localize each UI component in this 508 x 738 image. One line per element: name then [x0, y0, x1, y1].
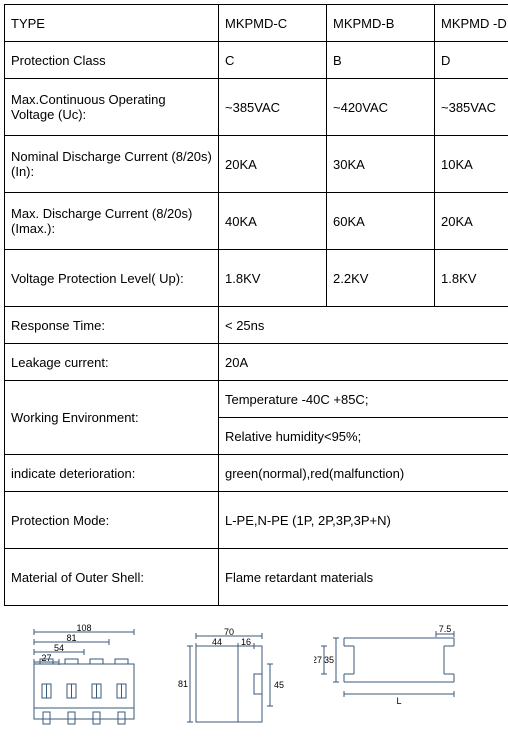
svg-text:81: 81 [178, 679, 188, 689]
svg-text:L: L [396, 696, 401, 706]
table-row: Max.Continuous Operating Voltage (Uc):~3… [5, 79, 508, 136]
table-header-row: TYPEMKPMD-CMKPMD-BMKPMD -D [5, 5, 508, 42]
table-row: Protection ClassCBD [5, 42, 508, 79]
table-row: Working Environment:Temperature -40C +85… [5, 381, 508, 418]
table-row: Max. Discharge Current (8/20s) (Imax.):4… [5, 193, 508, 250]
svg-text:35: 35 [324, 655, 334, 665]
svg-text:54: 54 [54, 643, 64, 653]
dimension-diagrams: 108815427 7044168145 7.53527L [4, 624, 504, 734]
table-row: Protection Mode:L-PE,N-PE (1P, 2P,3P,3P+… [5, 492, 508, 549]
table-row: Voltage Protection Level( Up):1.8KV2.2KV… [5, 250, 508, 307]
table-row: Nominal Discharge Current (8/20s) (In):2… [5, 136, 508, 193]
side-view-diagram: 7044168145 [174, 624, 284, 734]
table-row: Response Time:< 25ns [5, 307, 508, 344]
svg-text:108: 108 [76, 624, 91, 633]
table-row: Leakage current:20A [5, 344, 508, 381]
svg-text:27: 27 [314, 655, 322, 665]
svg-text:70: 70 [224, 627, 234, 637]
svg-text:7.5: 7.5 [439, 624, 452, 634]
svg-text:45: 45 [274, 680, 284, 690]
table-row: Material of Outer Shell:Flame retardant … [5, 549, 508, 606]
profile-view-diagram: 7.5 3527 L [314, 624, 464, 714]
front-view-diagram: 108815427 [24, 624, 144, 734]
table-row: indicate deterioration:green(normal),red… [5, 455, 508, 492]
svg-text:27: 27 [41, 653, 51, 663]
spec-table: TYPEMKPMD-CMKPMD-BMKPMD -DProtection Cla… [4, 4, 508, 606]
